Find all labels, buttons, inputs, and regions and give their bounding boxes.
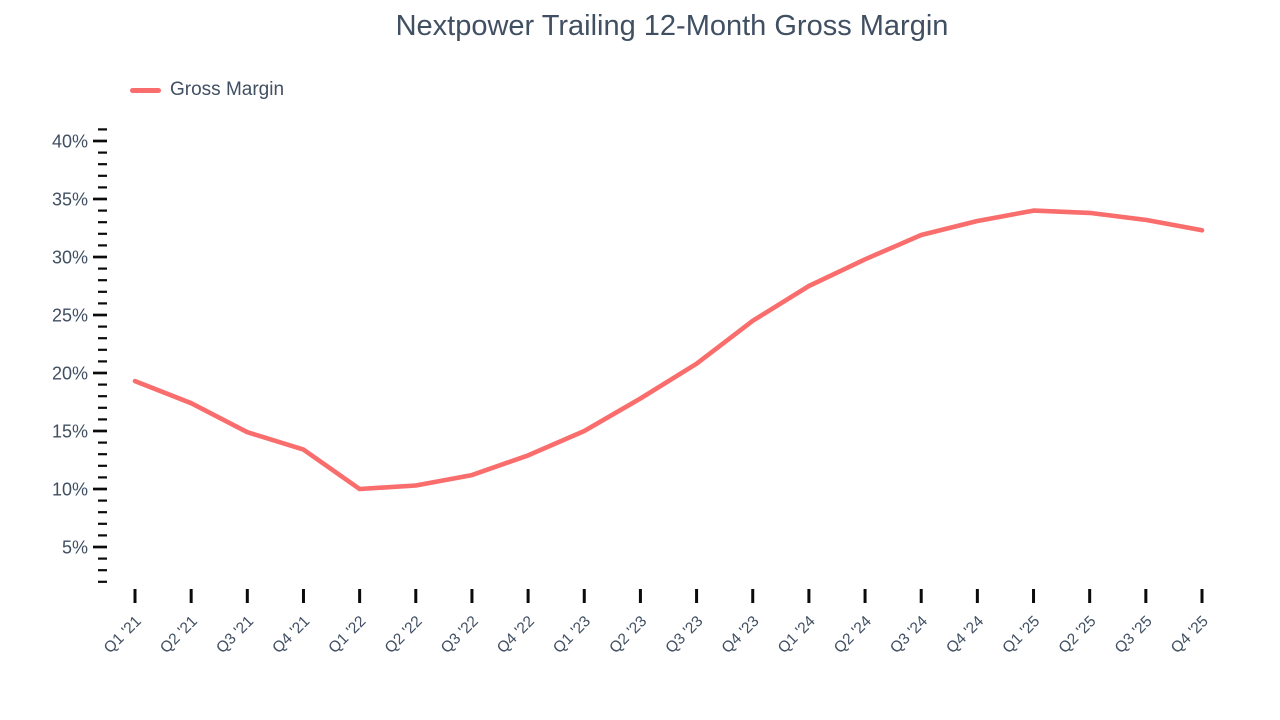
x-axis-tick-label: Q1 '23 [550, 613, 594, 657]
x-axis-tick-label: Q3 '23 [662, 613, 706, 657]
x-axis-tick-label: Q3 '24 [887, 613, 931, 657]
y-axis-tick-label: 35% [52, 190, 88, 210]
chart-title: Nextpower Trailing 12-Month Gross Margin [395, 10, 949, 42]
x-axis-tick-label: Q1 '22 [325, 613, 369, 657]
y-axis-tick-label: 20% [52, 364, 88, 384]
x-axis-tick-label: Q4 '22 [494, 613, 538, 657]
y-axis-tick-label: 40% [52, 132, 88, 152]
x-axis-tick-label: Q2 '21 [157, 613, 201, 657]
legend-label-gross-margin: Gross Margin [170, 79, 285, 100]
x-axis-tick-label: Q2 '25 [1056, 613, 1100, 657]
x-axis-tick-label: Q2 '24 [831, 613, 875, 657]
x-axis-tick-label: Q4 '23 [719, 613, 763, 657]
x-axis-tick-label: Q2 '22 [382, 613, 426, 657]
x-axis-tick-label: Q3 '25 [1112, 613, 1156, 657]
series-line-gross-margin [132, 208, 1205, 492]
legend: Gross Margin [130, 79, 284, 101]
x-axis-tick-label: Q4 '25 [1168, 613, 1212, 657]
y-axis-tick-label: 5% [62, 538, 88, 558]
x-axis-tick-label: Q3 '22 [438, 613, 482, 657]
x-axis-tick-label: Q1 '25 [999, 613, 1043, 657]
y-axis-tick-label: 15% [52, 422, 88, 442]
y-axis-tick-label: 10% [52, 480, 88, 500]
y-axis-tick-label: 25% [52, 306, 88, 326]
x-axis-tick-label: Q1 '21 [101, 613, 145, 657]
x-axis-tick-label: Q3 '21 [213, 613, 257, 657]
x-axis-tick-label: Q1 '24 [775, 613, 819, 657]
x-axis-tick-label: Q2 '23 [606, 613, 650, 657]
x-axis-tick-label: Q4 '24 [943, 613, 987, 657]
y-axis-tick-label: 30% [52, 248, 88, 268]
legend-swatch-gross-margin-icon [130, 87, 161, 93]
x-axis-tick-label: Q4 '21 [269, 613, 313, 657]
